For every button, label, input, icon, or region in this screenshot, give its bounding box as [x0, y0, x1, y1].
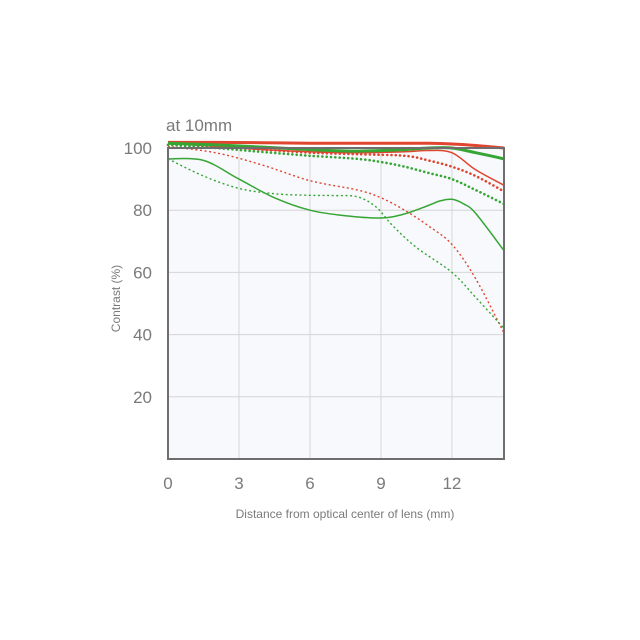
tick-labels: 0 3 6 9 12 20 40 60 80 100	[124, 139, 462, 493]
x-tick-label: 0	[163, 474, 172, 493]
x-tick-label: 6	[305, 474, 314, 493]
series-layer	[166, 140, 506, 334]
y-tick-label: 20	[133, 388, 152, 407]
x-tick-label: 9	[376, 474, 385, 493]
plot-area	[168, 148, 504, 459]
y-tick-label: 60	[133, 263, 152, 282]
plot-background	[168, 148, 504, 459]
y-tick-label: 80	[133, 201, 152, 220]
y-axis-label: Contrast (%)	[109, 265, 123, 332]
y-tick-label: 40	[133, 326, 152, 345]
x-tick-label: 3	[234, 474, 243, 493]
x-tick-label: 12	[442, 474, 461, 493]
chart-title: at 10mm	[166, 116, 232, 135]
series-line-5	[166, 143, 506, 193]
series-line-6	[166, 143, 506, 206]
series-line-1	[167, 140, 505, 150]
x-axis-label: Distance from optical center of lens (mm…	[236, 507, 455, 521]
plot-frame	[167, 147, 505, 460]
y-tick-label: 100	[124, 139, 152, 158]
series-line-4	[167, 157, 505, 252]
series-line-8	[167, 158, 505, 329]
series-line-3	[167, 141, 505, 161]
